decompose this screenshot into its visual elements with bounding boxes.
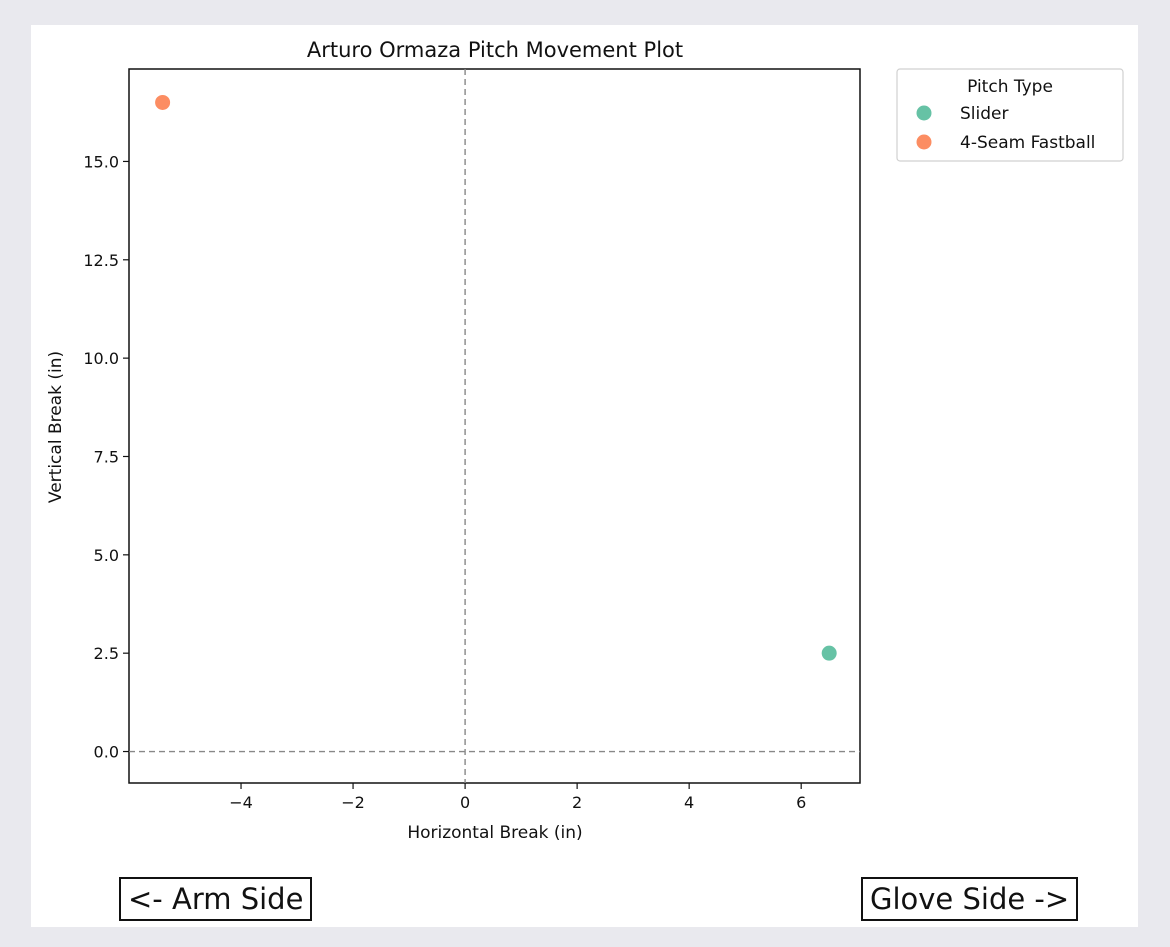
y-tick-label: 7.5 xyxy=(94,447,119,466)
reference-lines xyxy=(129,69,860,783)
y-axis-ticks: 0.0 2.5 5.0 7.5 10.0 12.5 15.0 xyxy=(83,152,129,762)
legend-frame xyxy=(896,68,1124,162)
y-tick-label: 10.0 xyxy=(83,349,119,368)
legend-label-fastball: 4-Seam Fastball xyxy=(960,133,1095,153)
chart-card: Arturo Ormaza Pitch Movement Plot −4 −2 0 2… xyxy=(31,25,1138,927)
pitch-movement-chart: Arturo Ormaza Pitch Movement Plot −4 −2 0 2… xyxy=(46,38,1124,843)
glove-side-label: Glove Side -> xyxy=(861,877,1079,921)
legend-marker-fastball xyxy=(916,134,932,150)
x-axis-label: Horizontal Break (in) xyxy=(407,823,582,843)
y-tick-label: 5.0 xyxy=(94,546,119,565)
legend-label-slider: Slider xyxy=(960,104,1008,124)
y-tick-label: 12.5 xyxy=(83,251,119,270)
arm-side-label: <- Arm Side xyxy=(119,877,313,921)
x-tick-label: 2 xyxy=(572,793,582,812)
legend-marker-slider xyxy=(916,105,932,121)
x-tick-label: −4 xyxy=(229,793,253,812)
y-tick-label: 15.0 xyxy=(83,152,119,171)
data-point xyxy=(155,94,171,110)
x-tick-label: 6 xyxy=(796,793,806,812)
y-tick-label: 0.0 xyxy=(94,743,119,762)
chart-title: Arturo Ormaza Pitch Movement Plot xyxy=(307,38,683,62)
data-point xyxy=(821,645,837,661)
legend-title: Pitch Type xyxy=(967,77,1053,97)
x-axis-ticks: −4 −2 0 2 4 6 xyxy=(229,783,806,812)
x-tick-label: −2 xyxy=(341,793,365,812)
data-points xyxy=(155,94,837,661)
legend: Pitch Type Slider 4-Seam Fastball xyxy=(896,68,1124,162)
y-axis-label: Vertical Break (in) xyxy=(46,351,66,503)
y-tick-label: 2.5 xyxy=(94,644,119,663)
x-tick-label: 4 xyxy=(684,793,694,812)
plot-frame xyxy=(128,68,861,784)
x-tick-label: 0 xyxy=(460,793,470,812)
